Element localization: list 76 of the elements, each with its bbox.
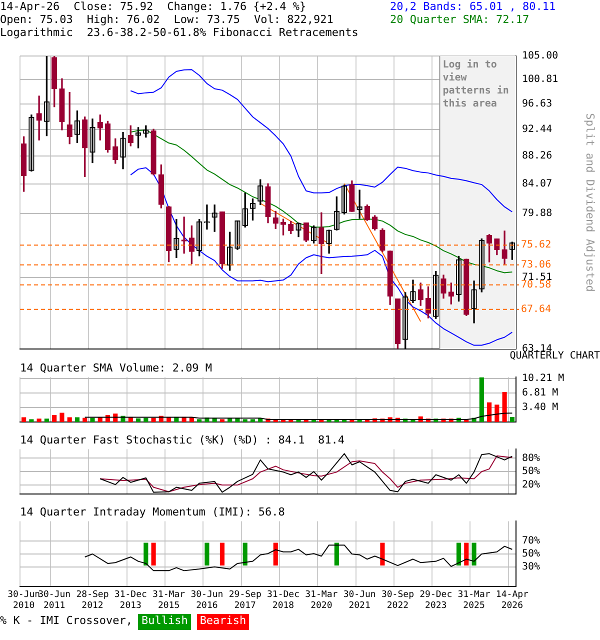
y-tick-label: 96.63 bbox=[522, 98, 552, 110]
bar bbox=[250, 419, 256, 422]
y-tick-label: 70% bbox=[522, 535, 540, 546]
bar bbox=[220, 419, 225, 422]
ref-line-label: 75.62 bbox=[521, 240, 552, 251]
x-tick-label: 30-Jun 2021 bbox=[343, 590, 376, 611]
text: Close: 75.92 bbox=[74, 0, 154, 13]
bar bbox=[479, 377, 484, 422]
bar bbox=[90, 418, 95, 422]
y-tick-label: 30% bbox=[522, 561, 540, 572]
bar bbox=[144, 418, 148, 422]
x-tick-label: 30-Jun 2010 bbox=[8, 590, 40, 611]
x-tick-label: 28-Sep 2012 bbox=[76, 590, 109, 611]
text: Low: 73.75 bbox=[174, 13, 240, 26]
y-tick-label: 50% bbox=[522, 466, 540, 478]
text: Bullish bbox=[138, 614, 191, 630]
y-tick-label: 6.81 M bbox=[522, 387, 558, 398]
chart-title: 14 Quarter SMA Volume: 2.09 M bbox=[20, 361, 212, 374]
text: 20,2 Bands: 65.01 , 80.11 bbox=[390, 0, 557, 13]
text: 23.6-38.2-50-61.8% Fibonacci Retracements bbox=[86, 26, 358, 39]
bar bbox=[82, 418, 88, 422]
y-tick-label: 105.00 bbox=[522, 50, 558, 62]
bar bbox=[235, 418, 240, 422]
text: 14-Apr-26 bbox=[0, 0, 60, 13]
bar bbox=[502, 392, 507, 422]
y-tick-label: 80% bbox=[522, 452, 540, 464]
y-tick-label: 88.26 bbox=[522, 150, 552, 162]
bar bbox=[510, 416, 514, 422]
bar bbox=[136, 418, 141, 422]
x-tick-label: 31-Mar 2015 bbox=[152, 590, 186, 611]
text: Change: 1.76 {+2.4 %} bbox=[167, 0, 306, 13]
text: Logarithmic bbox=[0, 26, 73, 39]
x-tick-label: 30-Jun 2011 bbox=[38, 590, 71, 611]
bar bbox=[60, 412, 64, 422]
chart-title: 14 Quarter Fast Stochastic (%K) (%D) : 84.1 81.4 bbox=[20, 433, 345, 446]
bar bbox=[494, 404, 500, 422]
y-tick-label: 100.81 bbox=[522, 74, 558, 86]
band-label: Log in to view patterns in this area bbox=[442, 58, 509, 110]
text: High: 76.02 bbox=[86, 13, 160, 26]
x-tick-label: 31-Dec 2018 bbox=[267, 590, 300, 611]
bar bbox=[151, 418, 156, 422]
x-tick-label: 31-Mar 2020 bbox=[305, 590, 338, 611]
y-axis-title: Split and Dividend Adjusted bbox=[584, 113, 597, 292]
y-tick-label: 50% bbox=[522, 548, 540, 560]
text: Vol: 822,921 bbox=[254, 13, 334, 26]
bar bbox=[44, 418, 49, 422]
bar bbox=[74, 417, 80, 422]
y-tick-label: 79.88 bbox=[522, 208, 552, 220]
x-tick-label: 31-Dec 2013 bbox=[114, 590, 147, 611]
x-tick-label: 29-Sep 2017 bbox=[228, 590, 262, 611]
y-tick-label: 92.44 bbox=[522, 124, 552, 135]
y-tick-label: 10.21 M bbox=[522, 372, 564, 384]
bar bbox=[242, 419, 248, 422]
text: Bearish bbox=[196, 614, 250, 630]
text: Open: 75.03 bbox=[0, 13, 73, 26]
bar bbox=[487, 402, 492, 422]
y-tick-label: 20% bbox=[522, 480, 540, 491]
bar bbox=[212, 418, 217, 422]
x-tick-label: 30-Sep 2022 bbox=[381, 590, 414, 611]
bar bbox=[67, 417, 72, 422]
x-tick-label: 14-Apr 2026 bbox=[496, 590, 530, 611]
bar bbox=[22, 417, 26, 422]
x-tick-label: 29-Dec 2023 bbox=[420, 590, 452, 611]
x-tick-label: 30-Jun 2016 bbox=[190, 590, 224, 611]
bar bbox=[197, 419, 202, 422]
ref-line-label: 73.06 bbox=[521, 260, 552, 271]
bar bbox=[52, 414, 57, 422]
bar bbox=[29, 419, 34, 422]
y-tick-label: 84.07 bbox=[522, 178, 552, 190]
ref-line-label: 67.64 bbox=[521, 304, 552, 315]
text: 20 Quarter SMA: 72.17 bbox=[390, 13, 530, 26]
y-tick-label: 3.40 M bbox=[522, 402, 558, 414]
chart-title: 14 Quarter Intraday Momentum (IMI): 56.8 bbox=[20, 505, 285, 518]
x-tick-label: 31-Mar 2025 bbox=[458, 590, 491, 611]
bar bbox=[36, 418, 42, 422]
legend-title: % K - IMI Crossover, bbox=[0, 614, 132, 629]
